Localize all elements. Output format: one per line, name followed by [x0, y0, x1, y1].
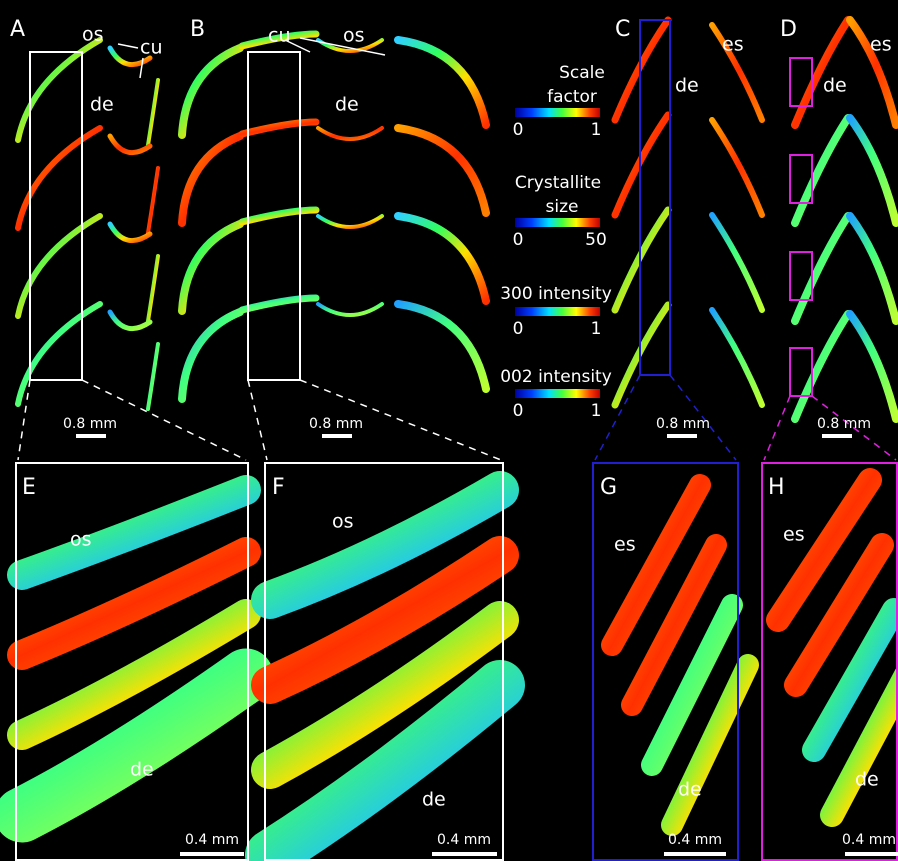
region-label: de — [422, 789, 446, 811]
colorbar — [515, 108, 600, 117]
panel-letter: G — [600, 475, 617, 500]
region-label: de — [678, 779, 702, 801]
region-label: es — [614, 534, 636, 556]
scale-label: 0.8 mm — [656, 416, 710, 432]
scale-label: 0.8 mm — [309, 416, 363, 432]
region-label: de — [90, 94, 114, 116]
colorbar-title: Scale — [559, 63, 605, 83]
colorbar-min: 0 — [513, 401, 524, 421]
colorbar-title: size — [546, 197, 579, 217]
region-label: os — [70, 529, 92, 551]
region-label: de — [130, 759, 154, 781]
region-label: cu — [268, 25, 291, 47]
colorbar-max: 1 — [591, 120, 602, 140]
colorbar-max: 1 — [591, 401, 602, 421]
colorbar-min: 0 — [513, 120, 524, 140]
colorbar — [515, 218, 600, 227]
region-label: os — [332, 511, 354, 533]
colorbar-min: 0 — [513, 230, 524, 250]
figure: Scale factor 0 1 Crystallite size 0 50 3… — [0, 0, 898, 861]
region-label: de — [855, 769, 879, 791]
page: Scale factor 0 1 Crystallite size 0 50 3… — [0, 0, 898, 861]
region-label: os — [343, 25, 365, 47]
region-label: de — [823, 75, 847, 97]
colorbar — [515, 389, 600, 398]
colorbar-max: 50 — [585, 230, 607, 250]
scale-label: 0.4 mm — [842, 832, 896, 848]
colorbar-title: 002 intensity — [500, 367, 612, 387]
panel-letter: A — [10, 17, 25, 42]
panel-letter: E — [22, 475, 36, 500]
scale-label: 0.4 mm — [668, 832, 722, 848]
colorbar-title: factor — [547, 87, 597, 107]
region-label: es — [783, 524, 805, 546]
panel-letter: D — [780, 17, 797, 42]
region-label: cu — [140, 37, 163, 59]
scale-label: 0.4 mm — [185, 832, 239, 848]
colorbar-max: 1 — [591, 319, 602, 339]
region-label: os — [82, 24, 104, 46]
colorbar-title: Crystallite — [515, 173, 601, 193]
panel-letter: H — [768, 475, 785, 500]
panel-letter: F — [272, 475, 285, 500]
scale-label: 0.4 mm — [437, 832, 491, 848]
colorbar-min: 0 — [513, 319, 524, 339]
region-label: de — [335, 94, 359, 116]
panel-letter: C — [615, 17, 630, 42]
region-label: es — [722, 34, 744, 56]
region-label: es — [870, 34, 892, 56]
scale-label: 0.8 mm — [817, 416, 871, 432]
colorbar-title: 300 intensity — [500, 284, 612, 304]
colorbar — [515, 307, 600, 316]
panel-letter: B — [190, 17, 205, 42]
scale-label: 0.8 mm — [63, 416, 117, 432]
region-label: de — [675, 75, 699, 97]
